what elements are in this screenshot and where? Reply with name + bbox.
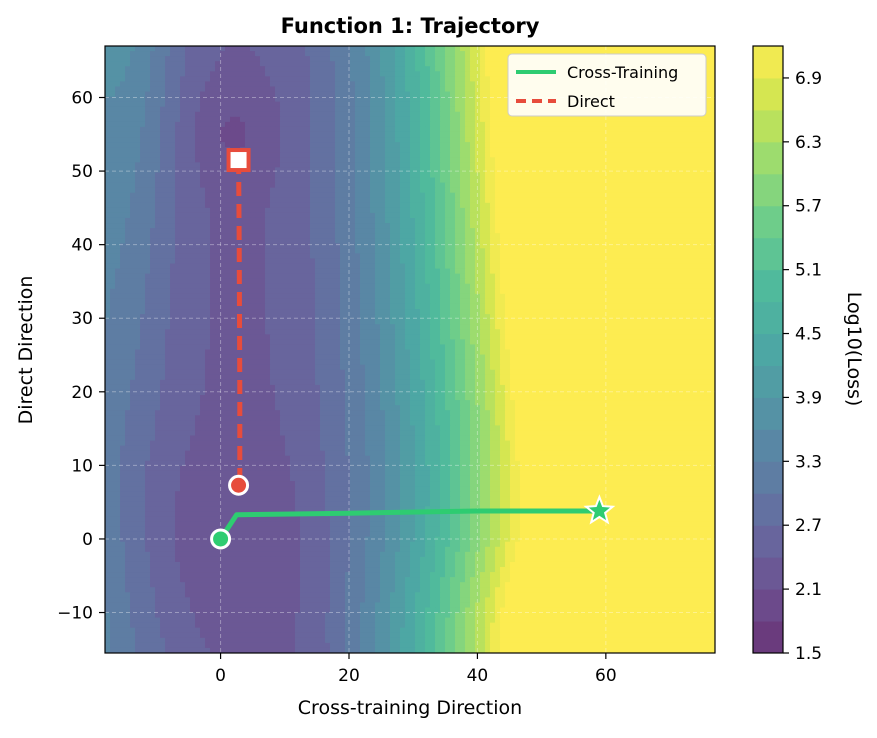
cross-training-start-marker (212, 530, 230, 548)
colorbar-band (753, 270, 783, 302)
contour-layer (105, 46, 716, 654)
y-tick-label: 50 (71, 162, 93, 182)
colorbar-band (753, 302, 783, 334)
colorbar-tick-label: 4.5 (795, 325, 822, 345)
colorbar-band (753, 589, 783, 621)
colorbar-band (753, 142, 783, 174)
legend: Cross-Training Direct (508, 54, 706, 116)
colorbar-band (753, 334, 783, 366)
colorbar-tick-label: 6.3 (795, 133, 822, 153)
x-axis-label: Cross-training Direction (298, 697, 522, 719)
colorbar-band (753, 174, 783, 206)
colorbar-tick-label: 5.7 (795, 197, 822, 217)
colorbar-band (753, 206, 783, 238)
x-tick-label: 60 (595, 666, 617, 686)
colorbar-tick-label: 3.9 (795, 388, 822, 408)
colorbar-band (753, 365, 783, 397)
x-tick-label: 0 (215, 666, 226, 686)
colorbar-band (753, 557, 783, 589)
colorbar-band (753, 46, 783, 78)
colorbar-band (753, 621, 783, 653)
colorbar-tick-label: 5.1 (795, 261, 822, 281)
colorbar: 1.5 2.1 2.7 3.3 3.9 4.5 5.1 5.7 6.3 6.9 (753, 46, 822, 664)
colorbar-band (753, 429, 783, 461)
colorbar-band (753, 110, 783, 142)
y-tick-label: 20 (71, 383, 93, 403)
colorbar-tick-label: 1.5 (795, 644, 822, 664)
series-line-direct (239, 160, 240, 485)
colorbar-band (753, 238, 783, 270)
y-axis-label: Direct Direction (15, 276, 37, 425)
y-tick-label: −10 (57, 604, 93, 624)
colorbar-band (753, 525, 783, 557)
legend-label: Direct (567, 92, 615, 111)
colorbar-tick-label: 2.1 (795, 580, 822, 600)
colorbar-label: Log10(Loss) (843, 292, 865, 407)
colorbar-band (753, 493, 783, 525)
x-tick-label: 20 (338, 666, 360, 686)
y-tick-label: 0 (82, 530, 93, 550)
chart-title: Function 1: Trajectory (281, 14, 540, 38)
x-tick-label: 40 (467, 666, 489, 686)
colorbar-tick-label: 3.3 (795, 452, 822, 472)
colorbar-tick-label: 2.7 (795, 516, 822, 536)
legend-label: Cross-Training (567, 63, 678, 82)
colorbar-band (753, 461, 783, 493)
y-tick-label: 30 (71, 309, 93, 329)
direct-end-marker (230, 476, 248, 494)
y-tick-label: 40 (71, 236, 93, 256)
direct-start-marker (229, 150, 249, 170)
y-tick-label: 60 (71, 89, 93, 109)
colorbar-band (753, 397, 783, 429)
colorbar-tick-label: 6.9 (795, 69, 822, 89)
colorbar-band (753, 78, 783, 110)
y-tick-label: 10 (71, 456, 93, 476)
